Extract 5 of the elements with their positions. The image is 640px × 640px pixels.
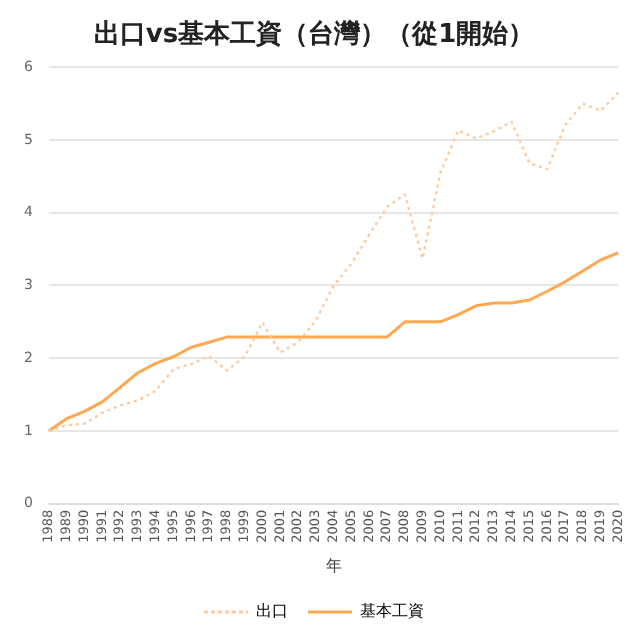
legend-label: 基本工資: [360, 602, 424, 621]
legend-label: 出口: [256, 602, 288, 621]
line-series: [47, 91, 620, 433]
chart-title: 出口vs基本工資（台灣）（從1開始）: [93, 18, 535, 51]
x-axis-title: 年: [325, 556, 342, 575]
